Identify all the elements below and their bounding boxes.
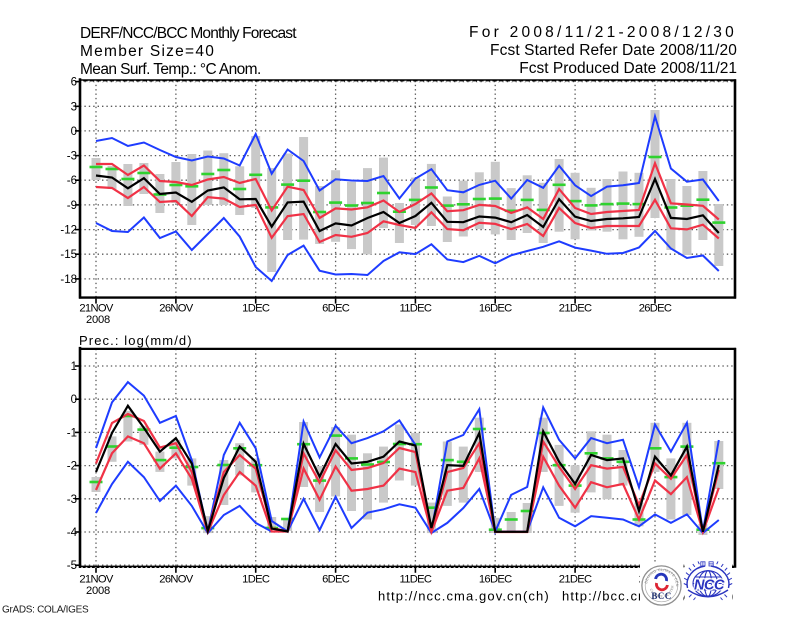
svg-text:16DEC: 16DEC bbox=[479, 303, 512, 315]
svg-text:Fcst Produced Date 2008/11/21: Fcst Produced Date 2008/11/21 bbox=[519, 60, 737, 77]
svg-text:-4: -4 bbox=[67, 527, 78, 539]
svg-text:-12: -12 bbox=[60, 225, 77, 237]
svg-text:-18: -18 bbox=[60, 274, 77, 286]
svg-text:Fcst Started Refer Date 2008/1: Fcst Started Refer Date 2008/11/20 bbox=[490, 42, 737, 59]
svg-text:2008: 2008 bbox=[86, 585, 110, 597]
svg-text:-5: -5 bbox=[67, 560, 77, 572]
svg-text:0: 0 bbox=[71, 394, 77, 406]
svg-text:21NOV: 21NOV bbox=[79, 303, 113, 315]
svg-text:6DEC: 6DEC bbox=[322, 574, 350, 586]
svg-text:-9: -9 bbox=[67, 200, 77, 212]
svg-text:Mean Surf. Temp.: °C Anom.: Mean Surf. Temp.: °C Anom. bbox=[80, 61, 261, 78]
svg-text:-1: -1 bbox=[67, 427, 77, 439]
svg-text:3: 3 bbox=[71, 101, 77, 113]
svg-text:16DEC: 16DEC bbox=[479, 574, 512, 586]
svg-text:11DEC: 11DEC bbox=[400, 303, 432, 315]
svg-text:BCC: BCC bbox=[651, 591, 671, 601]
svg-text:26NOV: 26NOV bbox=[159, 303, 193, 315]
svg-text:http://ncc.cma.gov.cn(ch): http://ncc.cma.gov.cn(ch) bbox=[378, 589, 550, 604]
svg-text:1DEC: 1DEC bbox=[242, 574, 270, 586]
svg-text:-3: -3 bbox=[67, 151, 77, 163]
svg-text:-15: -15 bbox=[60, 249, 77, 261]
svg-text:21NOV: 21NOV bbox=[79, 574, 113, 586]
svg-text:For 2008/11/21-2008/12/30: For 2008/11/21-2008/12/30 bbox=[469, 24, 737, 41]
svg-text:Member Size=40: Member Size=40 bbox=[80, 43, 215, 60]
svg-text:26NOV: 26NOV bbox=[159, 574, 193, 586]
svg-text:DERF/NCC/BCC Monthly Forecast: DERF/NCC/BCC Monthly Forecast bbox=[80, 25, 297, 42]
svg-text:-3: -3 bbox=[67, 494, 77, 506]
svg-text:21DEC: 21DEC bbox=[559, 574, 592, 586]
svg-text:-6: -6 bbox=[67, 175, 77, 187]
svg-text:6: 6 bbox=[71, 77, 77, 89]
svg-text:NCC: NCC bbox=[694, 578, 725, 594]
svg-text:1: 1 bbox=[71, 361, 77, 373]
svg-text:2008: 2008 bbox=[86, 314, 110, 326]
svg-text:11DEC: 11DEC bbox=[400, 574, 432, 586]
svg-text:26DEC: 26DEC bbox=[639, 303, 672, 315]
svg-text:21DEC: 21DEC bbox=[559, 303, 592, 315]
svg-text:Prec.: log(mm/d): Prec.: log(mm/d) bbox=[79, 333, 193, 348]
svg-text:1DEC: 1DEC bbox=[242, 303, 270, 315]
svg-text:0: 0 bbox=[71, 126, 77, 138]
svg-text:-2: -2 bbox=[67, 461, 77, 473]
svg-text:GrADS: COLA/IGES: GrADS: COLA/IGES bbox=[2, 605, 89, 616]
svg-text:6DEC: 6DEC bbox=[322, 303, 350, 315]
